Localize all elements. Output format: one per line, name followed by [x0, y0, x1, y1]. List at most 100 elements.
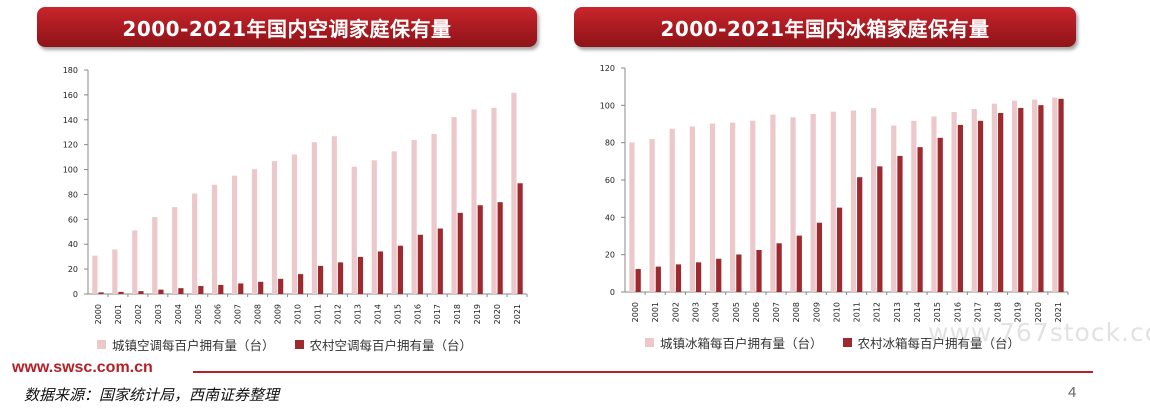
rural-ac-bar-2003: [158, 289, 164, 294]
x-tick-label: 2005: [194, 304, 203, 324]
x-tick-label: 2000: [94, 304, 103, 324]
x-tick-label: 2003: [691, 302, 700, 322]
x-tick-label: 2009: [274, 304, 283, 324]
rural-fridge-bar-2001: [655, 266, 661, 292]
x-tick-label: 2002: [671, 302, 680, 322]
x-tick-label: 2015: [933, 302, 942, 322]
urban-fridge-bar-2006: [750, 120, 756, 292]
urban-ac-bar-2007: [231, 175, 238, 294]
rural-fridge-bar-2006: [756, 250, 762, 292]
x-tick-label: 2012: [333, 304, 342, 324]
urban-ac-bar-2006: [212, 184, 218, 294]
x-tick-label: 2008: [792, 302, 801, 322]
y-tick-label: 20: [68, 265, 78, 274]
x-tick-label: 2001: [651, 302, 660, 322]
y-tick-label: 160: [63, 91, 78, 100]
right-chart-title: 2000-2021年国内冰箱家庭保有量: [660, 16, 990, 41]
rural-ac-bar-2010: [298, 274, 304, 294]
x-tick-label: 2007: [772, 302, 781, 322]
urban-fridge-bar-2010: [830, 111, 836, 293]
x-tick-label: 2013: [893, 302, 902, 322]
left-chart-title: 2000-2021年国内空调家庭保有量: [122, 16, 452, 41]
urban-fridge-bar-2019: [1011, 100, 1018, 293]
urban-ac-bar-2008: [251, 169, 258, 294]
rural-ac-bar-2016: [417, 234, 423, 294]
x-tick-label: 2020: [493, 304, 502, 324]
x-tick-label: 2015: [393, 304, 402, 324]
rural-fridge-bar-2007: [776, 243, 782, 292]
rural-ac-bar-2000: [98, 292, 104, 294]
urban-fridge-bar-2020: [1032, 99, 1038, 293]
x-tick-label: 2009: [812, 302, 821, 322]
urban-ac-bar-2011: [311, 142, 317, 294]
left-chart-title-banner: 2000-2021年国内空调家庭保有量: [37, 7, 537, 47]
x-tick-label: 2019: [473, 304, 482, 324]
y-tick-label: 60: [68, 215, 78, 224]
rural-ac-legend-label: 农村空调每百户拥有量（台）: [309, 338, 473, 353]
y-tick-label: 180: [63, 66, 78, 75]
x-tick-label: 2017: [433, 304, 442, 324]
rural-ac-bar-2001: [118, 291, 124, 294]
urban-fridge-bar-2012: [870, 108, 877, 292]
x-tick-label: 2006: [214, 304, 223, 324]
y-tick-label: 0: [73, 290, 78, 299]
x-tick-label: 2012: [873, 302, 882, 322]
urban-fridge-bar-2000: [629, 142, 635, 292]
footer-divider: [193, 371, 1093, 373]
x-tick-label: 2018: [994, 302, 1003, 322]
footer-url-link[interactable]: www.swsc.com.cn: [12, 359, 153, 376]
x-tick-label: 2014: [913, 302, 922, 322]
y-tick-label: 100: [600, 101, 615, 110]
x-tick-label: 2016: [413, 304, 422, 324]
y-tick-label: 120: [63, 141, 78, 150]
rural-ac-bar-2013: [357, 256, 364, 294]
x-tick-label: 2000: [631, 302, 640, 322]
y-tick-label: 0: [610, 288, 615, 297]
y-tick-label: 20: [605, 251, 615, 260]
rural-ac-bar-2015: [397, 245, 403, 294]
right-chart-legend: 城镇冰箱每百户拥有量（台） 农村冰箱每百户拥有量（台）: [645, 333, 1020, 352]
urban-ac-bar-2010: [291, 154, 298, 294]
urban-fridge-bar-2002: [669, 128, 675, 292]
x-tick-label: 2008: [254, 304, 263, 324]
urban-fridge-bar-2009: [810, 113, 816, 292]
x-tick-label: 2005: [732, 302, 741, 322]
urban-ac-bar-2018: [451, 117, 457, 294]
y-tick-label: 40: [68, 240, 78, 249]
urban-fridge-bar-2008: [790, 117, 796, 292]
rural-ac-bar-2004: [178, 288, 184, 294]
urban-ac-bar-2014: [371, 160, 377, 294]
x-tick-label: 2006: [752, 302, 761, 322]
urban-ac-bar-2021: [511, 92, 517, 294]
watermark-text: www.767stock.com: [928, 318, 1150, 347]
urban-fridge-bar-2005: [730, 122, 736, 293]
y-tick-label: 40: [605, 213, 615, 222]
y-tick-label: 80: [605, 139, 615, 148]
x-tick-label: 2011: [853, 302, 862, 322]
urban-ac-bar-2017: [431, 133, 437, 294]
y-tick-label: 120: [600, 64, 615, 73]
urban-fridge-bar-2013: [891, 125, 897, 292]
x-tick-label: 2018: [453, 304, 462, 324]
urban-ac-legend-swatch: [97, 340, 106, 349]
urban-ac-bar-2020: [491, 107, 497, 294]
urban-ac-bar-2013: [351, 166, 357, 294]
x-tick-label: 2002: [134, 304, 143, 324]
rural-fridge-bar-2018: [998, 112, 1004, 292]
rural-ac-bar-2008: [258, 281, 264, 294]
urban-ac-bar-2002: [132, 230, 138, 294]
y-tick-label: 140: [63, 116, 78, 125]
rural-fridge-bar-2000: [635, 269, 641, 292]
rural-fridge-bar-2015: [937, 137, 943, 292]
x-tick-label: 2010: [832, 302, 841, 322]
rural-ac-bar-2012: [337, 262, 344, 294]
rural-fridge-bar-2008: [796, 235, 802, 292]
x-tick-label: 2019: [1014, 302, 1023, 322]
rural-fridge-bar-2003: [695, 262, 702, 292]
urban-ac-bar-2001: [112, 249, 118, 294]
rural-ac-bar-2002: [138, 291, 144, 294]
rural-ac-bar-2021: [517, 183, 523, 294]
x-tick-label: 2001: [114, 304, 123, 324]
